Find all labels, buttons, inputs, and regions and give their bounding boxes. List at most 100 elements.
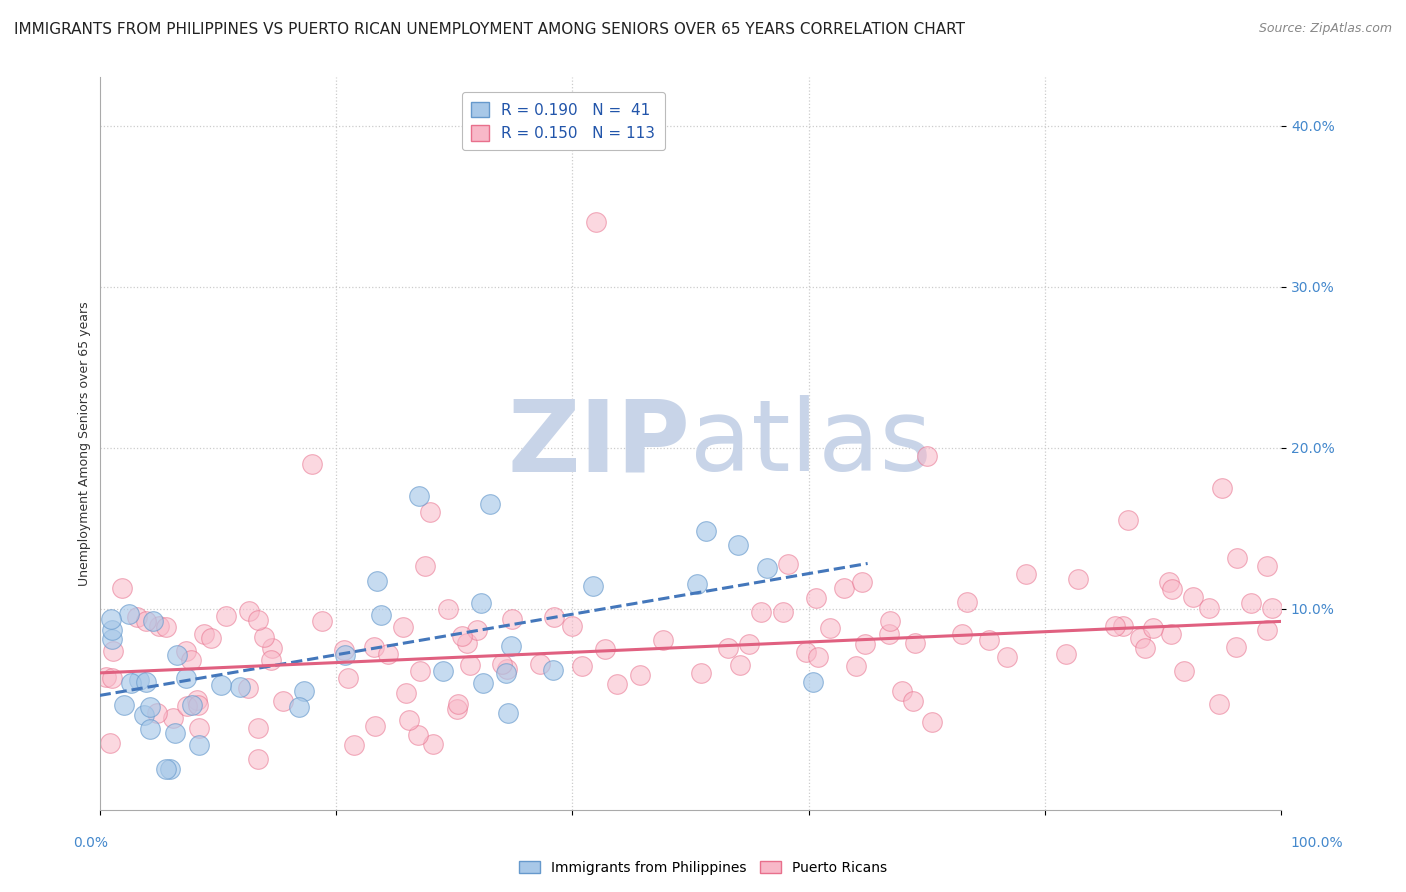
Point: [413, 558, 436, 573]
Text: 100.0%: 100.0%: [1291, 836, 1343, 850]
Point: [377, 647, 399, 661]
Point: [1104, 619, 1126, 633]
Point: [246, 721, 269, 735]
Point: [529, 657, 551, 671]
Point: [499, 639, 522, 653]
Point: [915, 449, 938, 463]
Point: [229, 681, 252, 695]
Point: [166, 648, 188, 662]
Point: [98, 735, 121, 749]
Point: [595, 642, 617, 657]
Point: [690, 666, 713, 681]
Point: [342, 739, 364, 753]
Point: [845, 659, 868, 673]
Point: [181, 698, 204, 713]
Point: [148, 619, 170, 633]
Point: [447, 697, 470, 711]
Point: [1159, 575, 1181, 590]
Point: [891, 683, 914, 698]
Point: [1133, 641, 1156, 656]
Point: [832, 581, 855, 595]
Point: [685, 576, 707, 591]
Point: [794, 645, 817, 659]
Point: [541, 664, 564, 678]
Point: [366, 574, 388, 588]
Point: [336, 672, 359, 686]
Point: [1015, 567, 1038, 582]
Point: [952, 627, 974, 641]
Point: [139, 722, 162, 736]
Point: [432, 665, 454, 679]
Text: IMMIGRANTS FROM PHILIPPINES VS PUERTO RICAN UNEMPLOYMENT AMONG SENIORS OVER 65 Y: IMMIGRANTS FROM PHILIPPINES VS PUERTO RI…: [14, 22, 965, 37]
Point: [395, 686, 418, 700]
Point: [1142, 621, 1164, 635]
Point: [470, 596, 492, 610]
Point: [112, 698, 135, 712]
Point: [332, 643, 354, 657]
Point: [491, 657, 513, 672]
Point: [749, 605, 772, 619]
Point: [103, 644, 125, 658]
Point: [1226, 550, 1249, 565]
Point: [1173, 664, 1195, 678]
Point: [458, 657, 481, 672]
Point: [801, 675, 824, 690]
Point: [155, 620, 177, 634]
Point: [391, 620, 413, 634]
Point: [1211, 481, 1233, 495]
Point: [806, 650, 828, 665]
Point: [180, 653, 202, 667]
Point: [879, 614, 901, 628]
Point: [370, 608, 392, 623]
Point: [560, 618, 582, 632]
Point: [818, 621, 841, 635]
Point: [176, 698, 198, 713]
Point: [398, 713, 420, 727]
Point: [236, 681, 259, 695]
Point: [730, 657, 752, 672]
Point: [921, 715, 943, 730]
Point: [135, 674, 157, 689]
Text: atlas: atlas: [690, 395, 932, 492]
Point: [496, 706, 519, 721]
Point: [582, 579, 605, 593]
Point: [139, 700, 162, 714]
Point: [716, 640, 738, 655]
Point: [174, 671, 197, 685]
Point: [501, 612, 523, 626]
Legend: Immigrants from Philippines, Puerto Ricans: Immigrants from Philippines, Puerto Rica…: [513, 855, 893, 880]
Point: [903, 693, 925, 707]
Point: [1260, 600, 1282, 615]
Point: [877, 627, 900, 641]
Point: [262, 640, 284, 655]
Point: [571, 659, 593, 673]
Point: [1160, 582, 1182, 597]
Point: [209, 678, 232, 692]
Text: 0.0%: 0.0%: [73, 836, 108, 850]
Point: [451, 629, 474, 643]
Point: [271, 694, 294, 708]
Point: [246, 613, 269, 627]
Point: [118, 607, 141, 621]
Point: [125, 610, 148, 624]
Point: [186, 693, 208, 707]
Point: [101, 632, 124, 647]
Point: [187, 698, 209, 713]
Point: [174, 643, 197, 657]
Point: [128, 673, 150, 687]
Point: [585, 215, 607, 229]
Point: [1112, 618, 1135, 632]
Point: [100, 612, 122, 626]
Point: [159, 763, 181, 777]
Point: [134, 708, 156, 723]
Point: [772, 606, 794, 620]
Text: Source: ZipAtlas.com: Source: ZipAtlas.com: [1258, 22, 1392, 36]
Point: [496, 662, 519, 676]
Point: [1240, 596, 1263, 610]
Point: [472, 676, 495, 690]
Point: [135, 614, 157, 628]
Point: [364, 719, 387, 733]
Point: [363, 640, 385, 655]
Point: [977, 632, 1000, 647]
Point: [1160, 626, 1182, 640]
